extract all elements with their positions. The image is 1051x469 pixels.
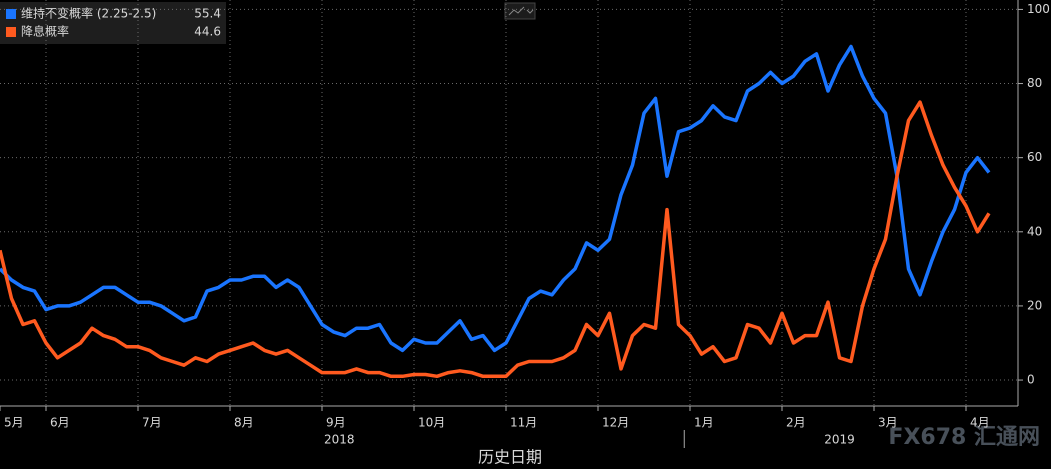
x-tick-label: 11月 [510,416,537,430]
x-tick-label: 12月 [602,416,629,430]
y-tick-label: 20 [1027,298,1042,312]
x-tick-label: 5月 [4,416,24,430]
y-tick-label: 100 [1027,2,1050,16]
x-group-label: 2018 [324,433,355,447]
x-tick-label: 8月 [234,416,254,430]
x-tick-label: 10月 [418,416,445,430]
x-tick-label: 6月 [50,416,70,430]
series-line [0,100,991,379]
legend-label: 维持不变概率 (2.25-2.5) [21,6,156,21]
x-tick-label: 1月 [694,416,714,430]
legend-swatch [6,27,16,37]
y-tick-label: 0 [1027,373,1035,387]
x-tick-label: 2月 [786,416,806,430]
legend-value: 55.4 [194,7,221,21]
chart-type-icon [504,2,536,20]
y-tick-label: 80 [1027,76,1042,90]
watermark: FX678 汇通网 [888,425,1040,450]
x-axis-title: 历史日期 [478,448,542,467]
legend-label: 降息概率 [21,24,69,39]
x-tick-label: 3月 [878,416,898,430]
legend-value: 44.6 [194,25,221,39]
legend-swatch [6,9,16,19]
series-line [0,44,991,353]
y-tick-label: 40 [1027,224,1042,238]
x-group-label: 2019 [824,433,855,447]
x-tick-label: 7月 [142,416,162,430]
x-tick-label: 4月 [970,416,990,430]
x-tick-label: 9月 [326,416,346,430]
y-tick-label: 60 [1027,150,1042,164]
